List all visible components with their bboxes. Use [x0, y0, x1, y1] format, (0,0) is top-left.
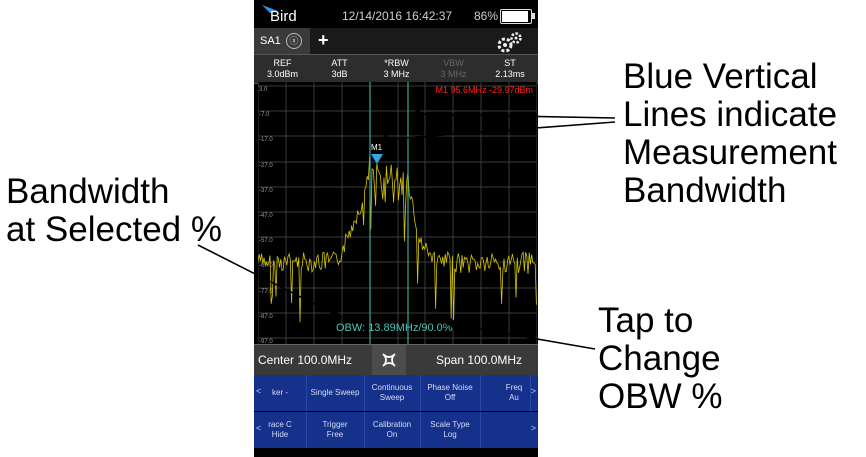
add-tab-button[interactable]: + — [318, 30, 329, 50]
span-frequency[interactable]: Span 100.0MHz — [436, 353, 523, 367]
center-frequency[interactable]: Center 100.0MHz — [258, 353, 353, 367]
softkey-label: Trigger Free — [322, 420, 348, 439]
y-tick-label: -47.0 — [259, 213, 273, 219]
callout-blue-lines: Blue Vertical Lines indicate Measurement… — [623, 58, 837, 210]
datetime: 12/14/2016 16:42:37 — [342, 9, 453, 23]
scroll-right-icon[interactable]: > — [530, 386, 536, 396]
param-value: 3dB — [331, 69, 348, 79]
callout-line: Bandwidth — [6, 172, 170, 211]
y-tick-label: -17.0 — [259, 137, 273, 143]
parameter-bar: REF 3.0dBm ATT 3dB *RBW 3 MHz VBW 3 MHz … — [254, 54, 538, 84]
callout-line: Measurement — [623, 133, 837, 172]
scroll-left-icon[interactable]: < — [256, 386, 262, 396]
softkey-label: ker - — [272, 388, 288, 397]
gear-icon[interactable] — [494, 31, 524, 53]
param-value: 2.13ms — [495, 69, 525, 79]
marker-triangle-icon — [371, 154, 383, 164]
phone-screen: Bird 12/14/2016 16:42:37 86% SA1 ⓧ + REF… — [254, 0, 538, 457]
param-value: 3 MHz — [383, 69, 410, 79]
softkey-label: race C Hide — [268, 420, 292, 439]
param-st[interactable]: ST 2.13ms — [482, 55, 538, 83]
scroll-right-icon[interactable]: > — [530, 423, 536, 433]
callout-line: Lines indicate — [623, 95, 838, 134]
callout-line: at Selected % — [6, 210, 222, 249]
y-tick-label: 3.0 — [259, 87, 268, 93]
softkey-freq[interactable]: Freq Au — [480, 375, 531, 411]
softkey-trace[interactable]: race C Hide — [254, 412, 307, 448]
param-name: ATT — [331, 58, 348, 68]
softkey-calibration[interactable]: Calibration On — [364, 412, 421, 448]
softkey-scale-type[interactable]: Scale Type Log — [420, 412, 481, 448]
obw-readout[interactable]: OBW: 13.89MHz/90.0% — [336, 322, 453, 334]
battery-nub — [532, 13, 535, 19]
softkey-label: Continuous Sweep — [371, 383, 413, 402]
battery-percent: 86% — [474, 9, 499, 23]
y-tick-label: -57.0 — [259, 238, 273, 244]
param-ref[interactable]: REF 3.0dBm — [254, 55, 311, 83]
y-tick-label: -97.0 — [259, 339, 273, 344]
bird-logo-icon — [262, 5, 278, 13]
scroll-left-icon[interactable]: < — [256, 423, 262, 433]
param-name: REF — [273, 58, 292, 68]
tab-sa1[interactable]: SA1 ⓧ — [254, 28, 310, 54]
param-att[interactable]: ATT 3dB — [311, 55, 368, 83]
softkey-label: Scale Type Log — [430, 420, 470, 439]
callout-line: Change — [598, 339, 721, 378]
param-value: 3.0dBm — [266, 69, 299, 79]
softkey-phase-noise[interactable]: Phase Noise Off — [420, 375, 481, 411]
param-name: ST — [504, 58, 516, 68]
marker-label: M1 — [371, 143, 383, 152]
spectrum-graph: 3.0-7.0-17.0-27.0-37.0-47.0-57.0-67.0-77… — [257, 82, 538, 345]
softkey-trigger[interactable]: Trigger Free — [306, 412, 365, 448]
swap-button[interactable] — [372, 345, 406, 375]
callout-line: Tap to — [598, 301, 694, 340]
marker-readout: M1 95.6MHz -29.97dBm — [435, 85, 533, 95]
param-vbw[interactable]: VBW 3 MHz — [425, 55, 482, 83]
android-nav-bar — [254, 449, 538, 457]
param-name: *RBW — [384, 58, 409, 68]
softkey-label: Single Sweep — [310, 388, 360, 397]
y-tick-label: -67.0 — [259, 263, 273, 269]
softkey-row-2: < race C Hide Trigger Free Calibration O… — [254, 412, 538, 448]
battery-icon — [500, 9, 532, 24]
close-icon[interactable]: ⓧ — [286, 33, 302, 49]
softkey-continuous-sweep[interactable]: Continuous Sweep — [364, 375, 421, 411]
tab-bar: SA1 ⓧ + — [254, 28, 538, 54]
spectrum-plot[interactable]: 3.0 -7.0 -17.0 -27.0 -37.0 -47.0 -57.0 -67.0 -77… — [257, 82, 538, 345]
y-tick-label: -37.0 — [259, 188, 273, 194]
callout-tap: Tap to Change OBW % — [598, 302, 722, 416]
spectrum-trace — [257, 156, 537, 323]
frequency-bar: Center 100.0MHz Span 100.0MHz — [254, 344, 538, 375]
param-name: VBW — [443, 58, 464, 68]
callout-line: Blue Vertical — [623, 57, 818, 96]
param-value: 3 MHz — [440, 69, 467, 79]
softkey-marker[interactable]: ker - — [254, 375, 307, 411]
y-tick-label: -27.0 — [259, 163, 273, 169]
softkey-label: Phase Noise Off — [427, 383, 473, 402]
callout-line: Bandwidth — [623, 171, 787, 210]
softkey-row-1: < ker - Single Sweep Continuous Sweep Ph… — [254, 375, 538, 411]
param-rbw[interactable]: *RBW 3 MHz — [368, 55, 425, 83]
status-bar: Bird 12/14/2016 16:42:37 86% — [254, 0, 538, 28]
callout-bandwidth: Bandwidth at Selected % — [6, 173, 222, 249]
callout-line: OBW % — [598, 377, 723, 416]
softkey-single-sweep[interactable]: Single Sweep — [306, 375, 365, 411]
y-tick-label: -7.0 — [259, 112, 270, 118]
y-tick-label: -87.0 — [259, 314, 273, 320]
softkey-label: Freq Au — [505, 383, 523, 402]
swap-icon — [382, 353, 396, 367]
logo-text: Bird — [270, 8, 297, 25]
tab-label: SA1 — [260, 35, 281, 47]
softkey-label: Calibration On — [372, 420, 412, 439]
